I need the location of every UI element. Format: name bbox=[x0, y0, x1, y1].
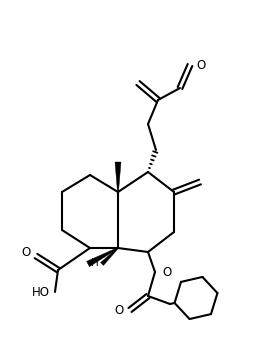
Polygon shape bbox=[87, 248, 118, 267]
Text: O: O bbox=[115, 304, 124, 316]
Text: O: O bbox=[22, 247, 31, 260]
Text: HO: HO bbox=[32, 285, 50, 299]
Polygon shape bbox=[115, 162, 121, 192]
Text: H: H bbox=[91, 258, 99, 268]
Text: O: O bbox=[196, 58, 205, 72]
Text: O: O bbox=[162, 266, 171, 279]
Polygon shape bbox=[101, 248, 118, 265]
